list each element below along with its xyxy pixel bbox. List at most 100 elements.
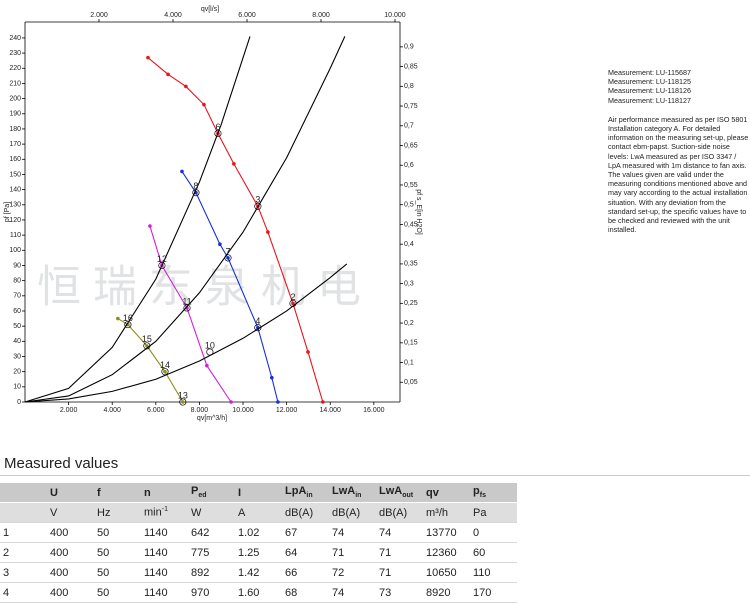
- y-tick-label: 50: [13, 323, 21, 330]
- watermark: 恒瑞东泉机电: [37, 263, 373, 312]
- x2-tick-label: 10.000: [384, 12, 406, 19]
- table-cell: LwAin: [329, 483, 376, 503]
- cell-subscript: out: [402, 492, 414, 500]
- point-marker: [266, 230, 270, 234]
- point-marker: [181, 400, 185, 404]
- table-cell: 3: [0, 562, 47, 583]
- table-cell: 0: [470, 522, 517, 543]
- operating-point: [183, 304, 191, 312]
- table-cell: I: [235, 483, 282, 503]
- table-cell: 50: [94, 582, 141, 603]
- table-cell: min-1: [141, 502, 188, 523]
- x-tick-label: 16.000: [363, 407, 385, 414]
- y2-tick-label: 0,7: [404, 123, 414, 130]
- curve: [24, 36, 251, 403]
- table-cell: n: [141, 483, 188, 503]
- notes: Measurement: LU-115687 Measurement: LU-11…: [608, 68, 750, 234]
- cell-subscript: in: [306, 492, 313, 500]
- y-tick-label: 30: [13, 353, 21, 360]
- operating-point: [254, 324, 262, 332]
- point-marker: [270, 375, 274, 380]
- table-cell: m³/h: [423, 502, 470, 523]
- table-cell: Pa: [470, 502, 517, 523]
- cell-subscript: in: [355, 492, 362, 500]
- note-line: Installation category A. For detailed: [608, 124, 721, 134]
- note-line: contact ebm-papst. Suction-side noise: [608, 142, 730, 152]
- table-cell: 10650: [423, 562, 470, 583]
- y-tick-label: 220: [9, 65, 21, 72]
- point-marker: [276, 400, 280, 404]
- table-cell: f: [94, 483, 141, 503]
- table-cell: 970: [188, 582, 235, 603]
- y2-tick-label: 0,6: [404, 162, 414, 169]
- point-marker: [116, 316, 120, 321]
- note-line: LpA measured with 1m distance to fan axi…: [608, 160, 747, 170]
- point-marker: [145, 344, 149, 348]
- table-cell: 400: [47, 582, 94, 603]
- operating-point: [161, 368, 169, 376]
- cell-text: min: [144, 506, 162, 519]
- table-cell: 64: [282, 542, 329, 563]
- y-tick-label: 160: [9, 156, 21, 163]
- table-cell: 72: [329, 562, 376, 583]
- x-tick-label: 2.000: [60, 407, 78, 414]
- operating-point-label: 12: [157, 254, 167, 264]
- table-cell: 642: [188, 522, 235, 543]
- table-row: 3 400 50 1140 892 1.42 66 72 71 10650 110: [0, 562, 517, 583]
- table-cell: 1: [0, 522, 47, 543]
- table-cell: 2: [0, 542, 47, 563]
- table-cell: W: [188, 502, 235, 523]
- x-tick-label: 6.000: [147, 407, 165, 414]
- x-tick-label: 8.000: [191, 407, 209, 414]
- operating-point: [289, 299, 297, 307]
- operating-point-label: 2: [290, 292, 295, 302]
- table-cell: 400: [47, 522, 94, 543]
- table-cell: 1.02: [235, 522, 282, 543]
- table-cell: 1.25: [235, 542, 282, 563]
- table-cell: 50: [94, 522, 141, 543]
- y-tick-label: 40: [13, 338, 21, 345]
- table-cell: dB(A): [329, 502, 376, 523]
- point-marker: [218, 242, 222, 247]
- x2-tick-label: 4.000: [164, 12, 182, 19]
- y-tick-label: 70: [13, 293, 21, 300]
- operating-point: [158, 261, 166, 270]
- operating-point: [206, 348, 214, 356]
- cell-text: LwA: [332, 485, 356, 498]
- table-cell: 67: [282, 522, 329, 543]
- table-cell: 13770: [423, 522, 470, 543]
- point-marker: [226, 256, 230, 260]
- cell-text: LwA: [379, 485, 403, 498]
- operating-point-label: 14: [160, 360, 170, 370]
- operating-point-label: 6: [215, 122, 220, 132]
- table-cell: qv: [423, 483, 470, 503]
- table-cell: 71: [376, 542, 423, 563]
- table-row: 2 400 50 1140 775 1.25 64 71 71 12360 60: [0, 542, 517, 563]
- cell-superscript: -1: [161, 506, 168, 514]
- point-marker: [148, 224, 152, 228]
- y-tick-label: 210: [9, 80, 21, 87]
- operating-point-label: 11: [182, 296, 191, 306]
- point-marker: [184, 84, 188, 89]
- y2-tick-label: 0,2: [404, 320, 414, 327]
- note-line: may vary according to the actual install…: [608, 188, 748, 198]
- table-cell: dB(A): [376, 502, 423, 523]
- y2-tick-label: 0,35: [404, 261, 418, 268]
- point-marker: [306, 350, 310, 354]
- operating-point-label: 16: [123, 313, 133, 323]
- operating-point: [143, 342, 151, 350]
- y-tick-label: 180: [9, 126, 21, 133]
- operating-point-label: 3: [255, 195, 260, 205]
- x2-tick-label: 8.000: [312, 12, 330, 19]
- note-line: situation. With any deviation from the: [608, 197, 726, 207]
- table-cell: [0, 483, 47, 503]
- y-tick-label: 0: [17, 399, 21, 406]
- y2-tick-label: 0,45: [404, 221, 418, 228]
- note-line: standard set-up, the specific values hav…: [608, 206, 747, 216]
- y-tick-label: 140: [9, 186, 21, 193]
- table-cell: 50: [94, 562, 141, 583]
- table-cell: 110: [470, 562, 517, 583]
- table-cell: LwAout: [376, 483, 423, 503]
